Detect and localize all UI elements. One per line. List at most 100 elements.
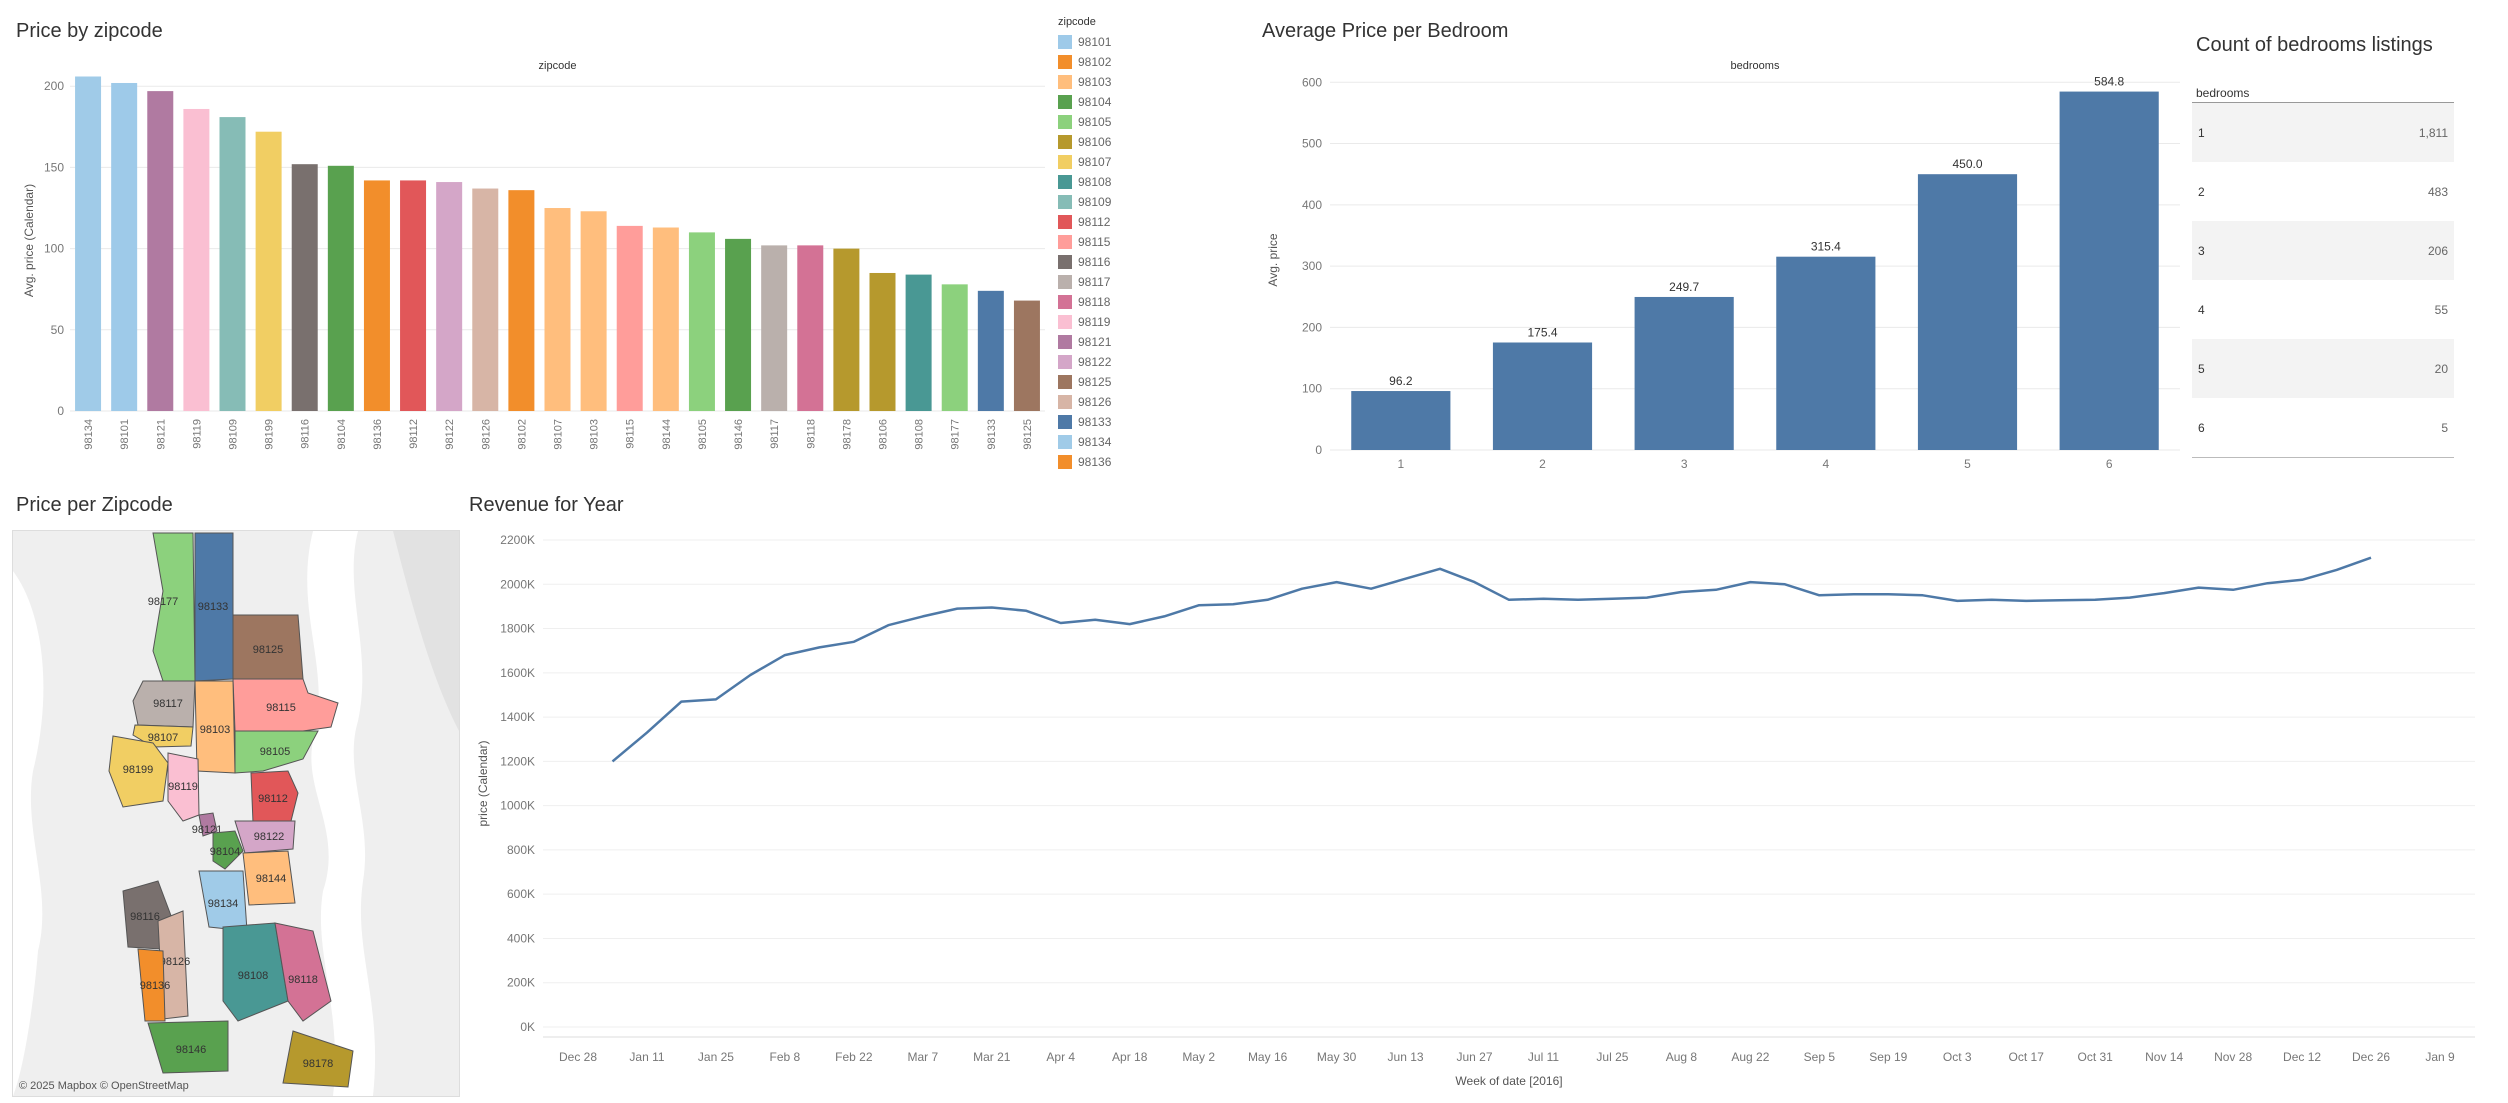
- legend-item[interactable]: 98134: [1058, 432, 1188, 452]
- legend-label: 98101: [1078, 35, 1112, 49]
- zip-label: 98144: [256, 873, 287, 885]
- bar-bedrooms-6: [2059, 91, 2159, 450]
- x-tick-label: Jul 25: [1596, 1050, 1628, 1064]
- x-tick-label: 98134: [83, 419, 95, 450]
- x-tick-label: 98177: [950, 419, 962, 450]
- legend-item[interactable]: 98121: [1058, 332, 1188, 352]
- bedrooms-cell: 3: [2198, 243, 2205, 258]
- data-label: 315.4: [1811, 240, 1841, 254]
- legend-item[interactable]: 98112: [1058, 212, 1188, 232]
- legend-item[interactable]: 98122: [1058, 352, 1188, 372]
- y-tick-label: 100: [1302, 382, 1322, 396]
- zipcode-map[interactable]: 98177 98133 98125 98117 98115 98107 98103 98105…: [12, 530, 460, 1097]
- legend-item[interactable]: 98107: [1058, 152, 1188, 172]
- legend-item[interactable]: 98117: [1058, 272, 1188, 292]
- legend-item[interactable]: 98125: [1058, 372, 1188, 392]
- revenue-series-line: [611, 556, 2372, 763]
- legend-item[interactable]: 98116: [1058, 252, 1188, 272]
- revenue-title: Revenue for Year: [469, 494, 624, 516]
- y-tick-label: 0: [1315, 443, 1322, 457]
- x-tick-label: Dec 28: [559, 1050, 597, 1064]
- legend-swatch: [1058, 415, 1072, 429]
- zip-label: 98112: [258, 793, 288, 805]
- bar-98103: [580, 211, 607, 411]
- count-cell: 5: [2441, 420, 2448, 435]
- legend-swatch: [1058, 75, 1072, 89]
- bar-98136: [363, 180, 390, 411]
- legend-item[interactable]: 98104: [1058, 92, 1188, 112]
- price-per-zipcode-title: Price per Zipcode: [16, 494, 173, 516]
- legend-item[interactable]: 98101: [1058, 32, 1188, 52]
- y-tick-label: 0: [57, 404, 64, 418]
- legend-item[interactable]: 98115: [1058, 232, 1188, 252]
- y-axis-title: price (Calendar): [476, 740, 490, 826]
- zip-region-98105: [234, 730, 319, 774]
- legend-item[interactable]: 98118: [1058, 292, 1188, 312]
- zip-label: 98125: [253, 644, 284, 656]
- price-by-zipcode-chart: zipcode 0 50 100 150 200 Avg. price (Calendar)…: [22, 60, 1045, 450]
- legend-label: 98106: [1078, 135, 1112, 149]
- legend-label: 98121: [1078, 335, 1112, 349]
- x-tick-label: 98112: [408, 419, 420, 449]
- zip-label: 98177: [148, 596, 179, 608]
- x-tick-label: Aug 8: [1666, 1050, 1698, 1064]
- x-tick-label: 98199: [264, 419, 276, 450]
- y-tick-label: 100: [44, 242, 64, 256]
- x-tick-label: Apr 4: [1046, 1050, 1075, 1064]
- x-tick-label: Dec 12: [2283, 1050, 2321, 1064]
- data-label: 450.0: [1952, 157, 1982, 171]
- table-row: 2 483: [2192, 162, 2454, 221]
- x-tick-label: 98121: [155, 419, 167, 450]
- bar-98199: [255, 131, 282, 411]
- legend-swatch: [1058, 455, 1072, 469]
- legend-swatch: [1058, 215, 1072, 229]
- legend-item[interactable]: 98102: [1058, 52, 1188, 72]
- legend-item[interactable]: 98109: [1058, 192, 1188, 212]
- legend-item[interactable]: 98106: [1058, 132, 1188, 152]
- bar-98178: [833, 248, 860, 411]
- y-tick-label: 600K: [507, 887, 535, 901]
- x-tick-label: Dec 26: [2352, 1050, 2390, 1064]
- count-cell: 55: [2434, 302, 2448, 317]
- zip-label: 98103: [200, 724, 231, 736]
- bar-bedrooms-1: [1351, 391, 1451, 450]
- legend-item[interactable]: 98108: [1058, 172, 1188, 192]
- legend-swatch: [1058, 295, 1072, 309]
- legend-item[interactable]: 98119: [1058, 312, 1188, 332]
- bedrooms-cell: 1: [2198, 125, 2205, 140]
- x-tick-label: Mar 21: [973, 1050, 1011, 1064]
- zip-region-98104: [212, 830, 244, 870]
- legend-swatch: [1058, 175, 1072, 189]
- zip-region-98178: [282, 1030, 354, 1088]
- y-tick-label: 1000K: [500, 799, 535, 813]
- bar-98102: [508, 190, 535, 411]
- bedrooms-cell: 6: [2198, 420, 2205, 435]
- bar-98109: [219, 117, 246, 411]
- x-tick-label: 98136: [372, 419, 384, 450]
- y-tick-label: 150: [44, 160, 64, 174]
- y-tick-label: 600: [1302, 75, 1322, 89]
- map-canvas[interactable]: 98177 98133 98125 98117 98115 98107 98103 98105…: [13, 531, 459, 1096]
- x-tick-label: 98105: [697, 419, 709, 450]
- legend-label: 98133: [1078, 415, 1112, 429]
- zip-label: 98122: [254, 831, 285, 843]
- x-tick-label: Nov 14: [2145, 1050, 2183, 1064]
- legend-item[interactable]: 98105: [1058, 112, 1188, 132]
- legend-swatch: [1058, 375, 1072, 389]
- data-label: 249.7: [1669, 280, 1699, 294]
- bar-bedrooms-3: [1634, 296, 1734, 450]
- legend-swatch: [1058, 195, 1072, 209]
- price-by-zipcode-title: Price by zipcode: [16, 20, 163, 42]
- x-tick-label: May 16: [1248, 1050, 1288, 1064]
- legend-item[interactable]: 98103: [1058, 72, 1188, 92]
- x-tick-label: 98108: [914, 419, 926, 450]
- legend-label: 98119: [1078, 315, 1111, 329]
- legend-item[interactable]: 98133: [1058, 412, 1188, 432]
- legend-item[interactable]: 98136: [1058, 452, 1188, 472]
- legend-swatch: [1058, 135, 1072, 149]
- legend-item[interactable]: 98126: [1058, 392, 1188, 412]
- bar-98121: [147, 91, 174, 411]
- legend-swatch: [1058, 235, 1072, 249]
- zip-label: 98107: [148, 732, 179, 744]
- legend-label: 98126: [1078, 395, 1112, 409]
